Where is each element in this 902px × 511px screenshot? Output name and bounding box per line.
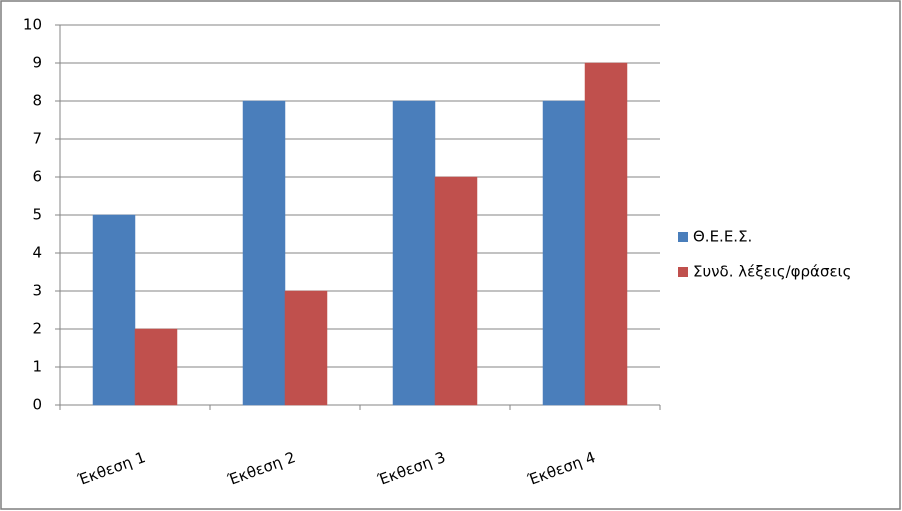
y-tick-label: 6 <box>32 168 42 186</box>
y-tick-label: 1 <box>32 358 42 376</box>
bar <box>584 62 628 406</box>
legend-swatch <box>678 232 688 242</box>
y-tick-label: 9 <box>32 54 42 72</box>
bar <box>392 100 436 406</box>
y-tick-label: 0 <box>32 396 42 414</box>
y-tick-label: 3 <box>32 282 42 300</box>
bar <box>434 176 478 406</box>
legend-label: Θ.Ε.Ε.Σ. <box>693 228 752 246</box>
y-tick-label: 2 <box>32 320 42 338</box>
y-tick-label: 5 <box>32 206 42 224</box>
bar <box>92 214 136 406</box>
y-tick-label: 7 <box>32 130 42 148</box>
bar <box>284 290 328 406</box>
y-tick-label: 4 <box>32 244 42 262</box>
y-tick-label: 8 <box>32 92 42 110</box>
bar <box>542 100 586 406</box>
legend-label: Συνδ. λέξεις/φράσεις <box>693 263 851 281</box>
y-tick-label: 10 <box>23 16 42 34</box>
bar <box>134 328 178 406</box>
bar <box>242 100 286 406</box>
legend-swatch <box>678 267 688 277</box>
